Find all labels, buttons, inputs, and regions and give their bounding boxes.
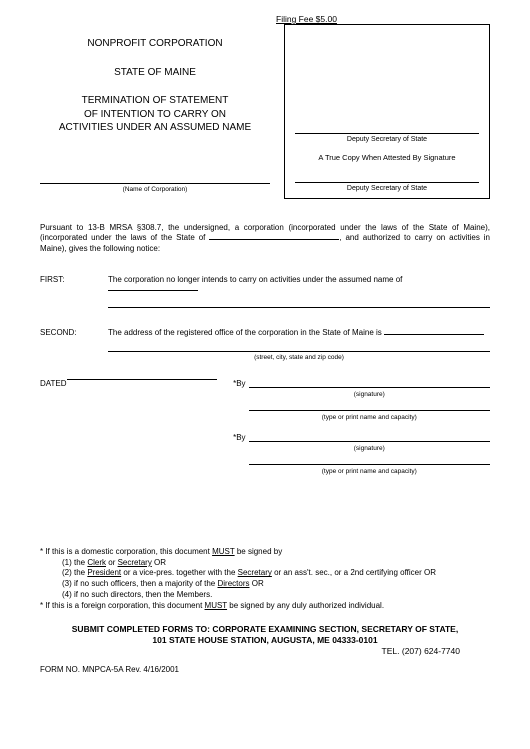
name-caption-1: (type or print name and capacity) (249, 413, 490, 421)
name-field-1[interactable] (249, 410, 490, 411)
stamp-label-2: Deputy Secretary of State (295, 183, 479, 192)
stamp-box: Deputy Secretary of State A True Copy Wh… (284, 24, 490, 199)
signature-caption-2: (signature) (249, 444, 490, 452)
filing-fee: Filing Fee $5.00 (276, 14, 337, 24)
submit-instructions: SUBMIT COMPLETED FORMS TO: CORPORATE EXA… (40, 624, 490, 657)
dated-label: DATED (40, 379, 67, 388)
first-label: FIRST: (40, 275, 94, 308)
header-block: NONPROFIT CORPORATION STATE OF MAINE TER… (40, 38, 270, 135)
header-title-2: OF INTENTION TO CARRY ON (40, 108, 270, 122)
header-title-3: ACTIVITIES UNDER AN ASSUMED NAME (40, 121, 270, 135)
dated-field[interactable] (67, 379, 217, 380)
first-section: FIRST: The corporation no longer intends… (40, 275, 490, 308)
second-text: The address of the registered office of … (108, 328, 384, 337)
name-caption-2: (type or print name and capacity) (249, 467, 490, 475)
assumed-name-blank-2[interactable] (108, 307, 490, 308)
header-title-1: TERMINATION OF STATEMENT (40, 94, 270, 108)
name-field-2[interactable] (249, 464, 490, 465)
stamp-label-1: Deputy Secretary of State (295, 134, 479, 143)
first-text: The corporation no longer intends to car… (108, 275, 402, 284)
by-label-1: *By (227, 379, 249, 388)
footnotes: * If this is a domestic corporation, thi… (40, 547, 490, 612)
stamp-attest-text: A True Copy When Attested By Signature (295, 153, 479, 162)
second-label: SECOND: (40, 328, 94, 361)
corp-name-field[interactable]: (Name of Corporation) (40, 183, 270, 193)
second-section: SECOND: The address of the registered of… (40, 328, 490, 361)
assumed-name-blank-1[interactable] (108, 290, 198, 291)
state-blank[interactable] (209, 239, 339, 240)
signature-field-1[interactable] (249, 387, 490, 388)
header-nonprofit: NONPROFIT CORPORATION (40, 38, 270, 49)
signature-caption-1: (signature) (249, 390, 490, 398)
form-number: FORM NO. MNPCA-5A Rev. 4/16/2001 (40, 665, 490, 674)
pursuant-paragraph: Pursuant to 13-B MRSA §308.7, the unders… (40, 223, 490, 255)
address-caption: (street, city, state and zip code) (108, 352, 490, 361)
signature-field-2[interactable] (249, 441, 490, 442)
by-label-2: *By (227, 433, 249, 442)
header-state: STATE OF MAINE (40, 67, 270, 78)
address-blank-1[interactable] (384, 334, 484, 335)
